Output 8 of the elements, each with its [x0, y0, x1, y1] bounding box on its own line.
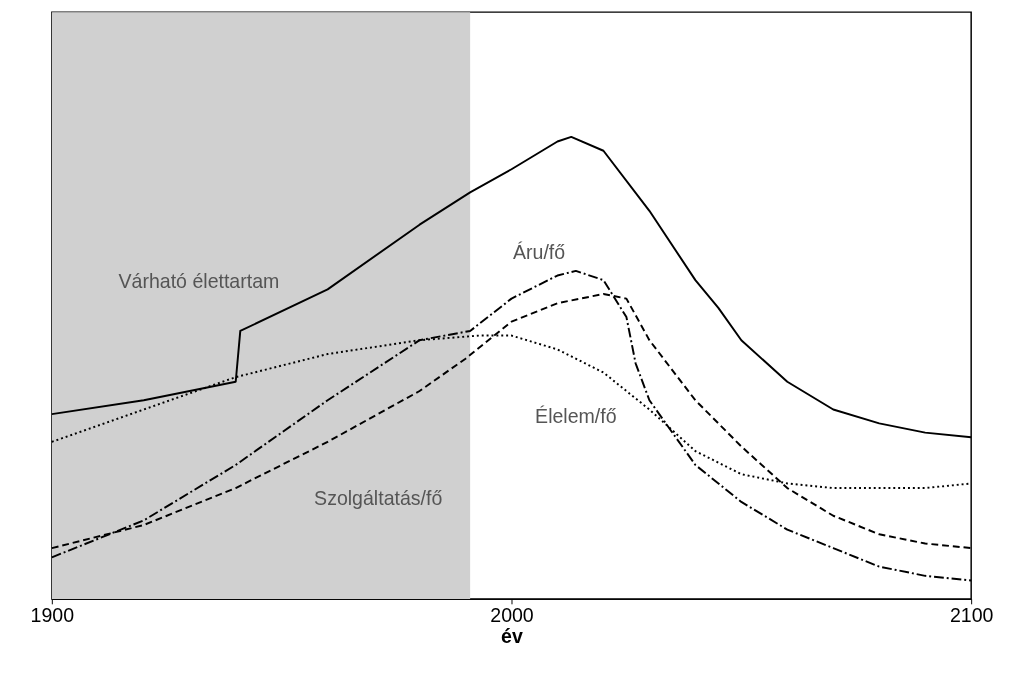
- series-label: Várható élettartam: [118, 269, 280, 292]
- series-label: Élelem/fő: [535, 404, 617, 427]
- x-tick-label: 1900: [30, 603, 75, 626]
- x-tick-label: 2100: [949, 603, 994, 626]
- series-label: Áru/fő: [513, 240, 566, 263]
- series-label: Szolgáltatás/fő: [314, 487, 443, 510]
- x-tick-label: 2000: [490, 603, 534, 626]
- x-axis-title: év: [501, 625, 523, 648]
